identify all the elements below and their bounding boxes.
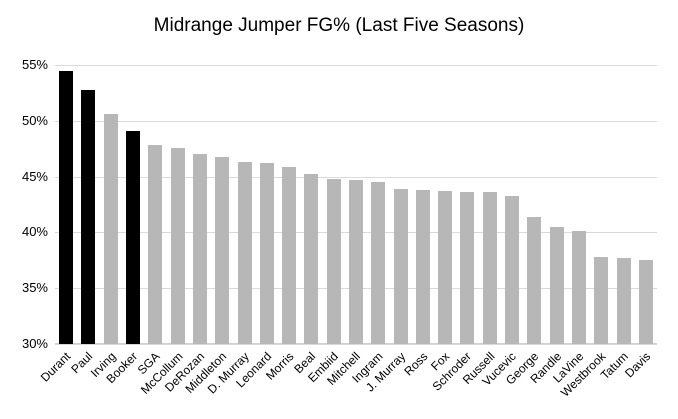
bar-beal [304, 174, 318, 344]
bar-middleton [215, 157, 229, 344]
gridline [55, 65, 657, 66]
bar-fox [438, 191, 452, 344]
bar-ross [416, 190, 430, 344]
x-axis-tick-label: Davis [622, 349, 654, 381]
bar-mccollum [171, 148, 185, 344]
bar-davis [639, 260, 653, 344]
bar-schroder [460, 192, 474, 344]
bar-russell [483, 192, 497, 344]
x-axis-tick-label: Ross [400, 349, 431, 379]
gridline [55, 177, 657, 178]
bar-sga [148, 145, 162, 344]
y-axis-tick-label: 45% [21, 169, 48, 184]
bar-paul [81, 90, 95, 344]
y-axis-tick-label: 55% [21, 57, 48, 72]
y-axis-tick-label: 50% [21, 113, 48, 128]
bar-embiid [327, 179, 341, 344]
bar-j-murray [394, 189, 408, 344]
gridline [55, 344, 657, 345]
bar-george [527, 217, 541, 344]
bar-lavine [572, 231, 586, 344]
bar-leonard [260, 163, 274, 344]
y-axis-tick-label: 35% [21, 280, 48, 295]
gridline [55, 121, 657, 122]
bar-irving [104, 114, 118, 344]
bar-tatum [617, 258, 631, 344]
bar-randle [550, 227, 564, 344]
chart-title: Midrange Jumper FG% (Last Five Seasons) [153, 15, 525, 36]
x-axis-tick-label: Durant [37, 349, 74, 385]
bar-durant [59, 71, 73, 344]
y-axis-tick-label: 30% [21, 336, 48, 351]
bar-vucevic [505, 196, 519, 344]
y-axis-tick-label: 40% [21, 224, 48, 239]
bar-ingram [371, 182, 385, 344]
bar-d-murray [238, 162, 252, 344]
bar-westbrook [594, 257, 608, 344]
bar-morris [282, 167, 296, 344]
bar-mitchell [349, 180, 363, 344]
plot-area: Durant Paul Irving Booker SGA McCollum DeRozan… [38, 65, 657, 400]
bar-derozan [193, 154, 207, 344]
bar-booker [126, 131, 140, 344]
